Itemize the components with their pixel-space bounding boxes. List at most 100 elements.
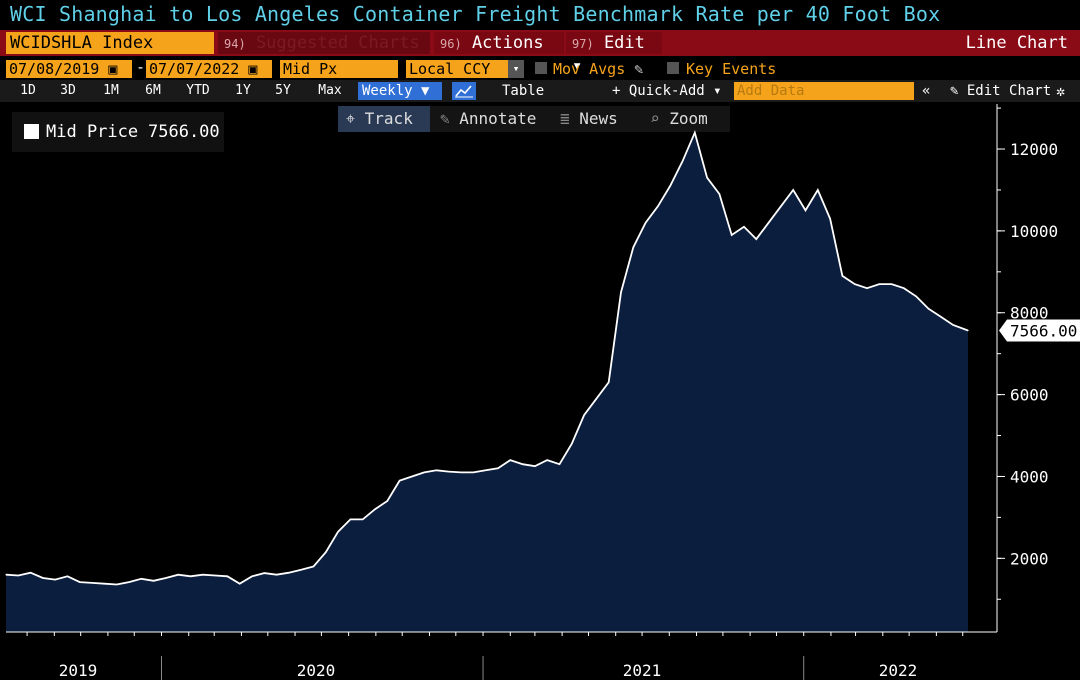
suggested-label: Suggested Charts (255, 33, 420, 53)
edit-menu[interactable]: 97) Edit ▾ (566, 32, 662, 76)
timeframe-ytd[interactable]: YTD (186, 83, 210, 98)
quick-add-button[interactable]: + Quick-Add ▾ (612, 83, 722, 99)
data-point (620, 291, 622, 293)
mov-avgs-checkbox[interactable] (535, 62, 547, 74)
collapse-icon[interactable]: « (922, 83, 931, 99)
data-point (891, 283, 893, 285)
data-point (226, 575, 228, 577)
data-point (706, 177, 708, 179)
data-point (140, 578, 142, 580)
track-label: Track (364, 109, 413, 128)
data-point (571, 443, 573, 445)
y-tick-label: 12000 (1010, 140, 1058, 159)
data-point (54, 579, 56, 581)
data-point (485, 469, 487, 471)
data-point (497, 467, 499, 469)
data-point (645, 222, 647, 224)
data-point (731, 234, 733, 236)
edit-chart-label: Edit Chart (966, 83, 1052, 99)
data-point (288, 572, 290, 574)
data-point (239, 583, 241, 585)
data-point (694, 132, 696, 134)
data-point (189, 575, 192, 577)
y-tick-label: 10000 (1010, 222, 1058, 241)
data-point (927, 308, 930, 310)
data-point (669, 185, 671, 187)
mov-avgs-label: Mov Avgs (553, 60, 626, 78)
edit-chart-button[interactable]: ✎ Edit Chart (950, 82, 1051, 100)
data-point (448, 471, 450, 473)
table-button[interactable]: Table (502, 83, 545, 99)
suggested-number: 94) (224, 37, 246, 51)
pencil-icon[interactable]: ✎ (634, 60, 644, 78)
zoom-button[interactable]: ⌕ Zoom (650, 106, 708, 132)
gear-icon[interactable]: ✲ (1056, 82, 1066, 100)
x-tick-label: 2022 (879, 661, 918, 680)
data-point (583, 414, 585, 416)
data-point (768, 222, 770, 224)
data-point (362, 518, 364, 521)
data-point (755, 238, 757, 240)
data-point (202, 574, 204, 576)
timeframe-5y[interactable]: 5Y (275, 83, 291, 98)
annotate-button[interactable]: ✎ Annotate (440, 106, 536, 132)
data-point (940, 316, 942, 318)
key-events-option[interactable]: Key Events (686, 60, 777, 78)
timeframe-max[interactable]: Max (318, 83, 342, 98)
mov-avgs-option[interactable]: Mov Avgs ✎ (553, 60, 643, 78)
data-point (251, 575, 253, 577)
news-button[interactable]: ≣ News (560, 106, 618, 132)
data-point (743, 226, 745, 228)
timeframe-1d[interactable]: 1D (20, 83, 36, 98)
data-point (608, 381, 610, 383)
ticker-field[interactable]: WCIDSHLA Index (6, 32, 214, 54)
data-point (534, 465, 536, 467)
data-point (780, 205, 782, 207)
data-point (300, 569, 302, 571)
data-point (903, 287, 905, 289)
y-tick-label: 8000 (1010, 304, 1049, 323)
data-point (165, 577, 167, 579)
annotate-label: Annotate (459, 109, 537, 128)
currency-select[interactable]: Local CCY ▾ (406, 60, 524, 78)
data-point (829, 218, 831, 220)
edit-label: Edit ▾ (572, 33, 645, 76)
timeframe-3d[interactable]: 3D (60, 83, 76, 98)
timeframe-6m[interactable]: 6M (145, 83, 161, 98)
dropdown-arrow-icon: ▾ (508, 60, 524, 78)
actions-menu[interactable]: 96) Actions ▾ (434, 32, 564, 76)
track-button[interactable]: ⌖ Track (338, 106, 430, 132)
suggested-charts-button[interactable]: 94) Suggested Charts (218, 32, 430, 54)
data-point (817, 189, 819, 191)
data-point (657, 205, 659, 207)
calendar-icon[interactable]: ▣ (108, 60, 118, 78)
end-date-field[interactable]: 07/07/2022 ▣ (146, 60, 272, 78)
data-point (435, 469, 438, 471)
crosshair-icon: ⌖ (346, 109, 356, 128)
chart-title: WCI Shanghai to Los Angeles Container Fr… (10, 2, 941, 26)
add-data-input[interactable]: Add Data (734, 82, 914, 100)
frequency-select[interactable]: Weekly ▼ (358, 82, 442, 100)
last-value-label: 7566.00 (1010, 322, 1077, 341)
data-point (30, 572, 32, 574)
start-date-field[interactable]: 07/08/2019 ▣ (6, 60, 132, 78)
key-events-checkbox[interactable] (667, 62, 679, 74)
timeframe-1m[interactable]: 1M (103, 83, 119, 98)
data-point (952, 324, 954, 326)
data-point (411, 475, 413, 478)
timeframe-1y[interactable]: 1Y (235, 83, 251, 98)
data-point (423, 471, 425, 473)
calendar-icon[interactable]: ▣ (248, 60, 258, 78)
data-point (558, 463, 561, 465)
data-point (79, 581, 81, 583)
edit-number: 97) (572, 37, 594, 51)
data-point (153, 580, 155, 582)
line-chart-icon[interactable] (452, 82, 476, 100)
price-field-select[interactable]: Mid Px (280, 60, 398, 78)
data-point (325, 551, 327, 553)
data-point (460, 471, 462, 473)
legend (12, 112, 224, 152)
legend-series-value: 7566.00 (148, 122, 220, 142)
y-tick-label: 6000 (1010, 386, 1049, 405)
